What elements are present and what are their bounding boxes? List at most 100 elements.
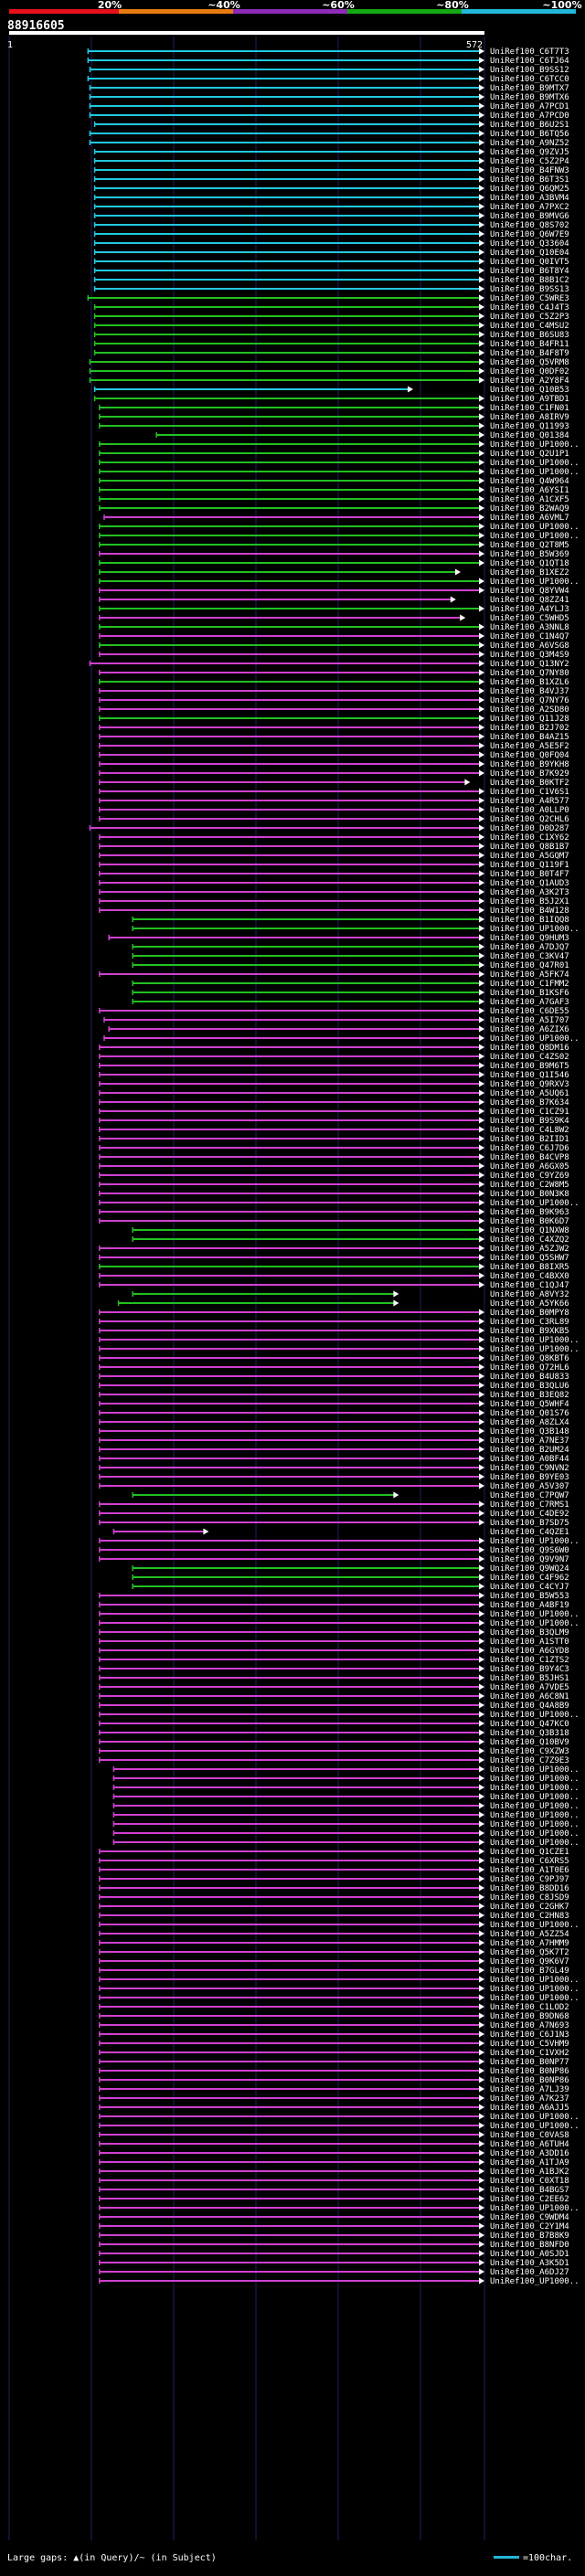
alignment-row[interactable]: UniRef100_A7PCD1 [89,102,569,111]
alignment-label[interactable]: UniRef100_A7PCD0 [490,111,569,121]
alignment-label[interactable]: UniRef100_UP1000.. [490,1829,580,1839]
alignment-row[interactable]: UniRef100_UP1000.. [99,1711,580,1720]
alignment-row[interactable]: UniRef100_UP1000.. [112,1802,580,1811]
alignment-row[interactable]: UniRef100_A3NNL8 [99,623,569,632]
alignment-label[interactable]: UniRef100_UP1000.. [490,1199,580,1208]
alignment-row[interactable]: UniRef100_B4VJ37 [99,687,569,696]
alignment-label[interactable]: UniRef100_B9M6T5 [490,1062,569,1071]
alignment-row[interactable]: UniRef100_UP1000.. [103,1034,580,1044]
alignment-row[interactable]: UniRef100_C9NVN2 [99,1464,569,1473]
alignment-label[interactable]: UniRef100_A0LLP0 [490,806,569,815]
alignment-label[interactable]: UniRef100_C9WDM4 [490,2213,569,2222]
alignment-row[interactable]: UniRef100_Q10B53 [93,386,569,395]
alignment-row[interactable]: UniRef100_UP1000.. [99,523,580,532]
alignment-row[interactable]: UniRef100_Q33604 [93,239,569,249]
alignment-row[interactable]: UniRef100_C6J1N3 [99,2030,569,2040]
alignment-label[interactable]: UniRef100_A5V307 [490,1482,569,1491]
alignment-label[interactable]: UniRef100_C2Y1M4 [490,2222,569,2231]
alignment-label[interactable]: UniRef100_A4BF19 [490,1601,569,1610]
alignment-row[interactable]: UniRef100_B5W369 [99,550,569,559]
alignment-row[interactable]: UniRef100_A0BF44 [99,1455,569,1464]
alignment-label[interactable]: UniRef100_A6GX05 [490,1162,569,1171]
alignment-row[interactable]: UniRef100_A6VSG8 [99,641,569,651]
alignment-row[interactable]: UniRef100_UP1000.. [99,1199,580,1208]
alignment-label[interactable]: UniRef100_C9XZW3 [490,1747,569,1756]
alignment-row[interactable]: UniRef100_Q8KBT6 [99,1354,569,1363]
alignment-row[interactable]: UniRef100_Q6W7E9 [93,230,569,239]
alignment-label[interactable]: UniRef100_UP1000.. [490,1793,580,1802]
alignment-row[interactable]: UniRef100_UP1000.. [99,532,580,541]
alignment-row[interactable]: UniRef100_C1XY62 [99,833,569,843]
alignment-label[interactable]: UniRef100_UP1000.. [490,1802,580,1811]
alignment-label[interactable]: UniRef100_Q72HL6 [490,1363,569,1373]
alignment-row[interactable]: UniRef100_C8JSD9 [99,1893,569,1903]
alignment-row[interactable]: UniRef100_A6DJ27 [99,2268,569,2277]
alignment-label[interactable]: UniRef100_A5I707 [490,1016,569,1025]
alignment-label[interactable]: UniRef100_B8IXR5 [490,1263,569,1272]
alignment-label[interactable]: UniRef100_Q1CZE1 [490,1848,569,1857]
alignment-label[interactable]: UniRef100_B0KTF2 [490,779,569,788]
alignment-label[interactable]: UniRef100_Q9ZVJ5 [490,148,569,157]
alignment-label[interactable]: UniRef100_B3QLU6 [490,1382,569,1391]
alignment-label[interactable]: UniRef100_C6XRS5 [490,1857,569,1866]
alignment-row[interactable]: UniRef100_C4L8W2 [99,1126,569,1135]
alignment-label[interactable]: UniRef100_Q8KBT6 [490,1354,569,1363]
alignment-label[interactable]: UniRef100_Q5K7T2 [490,1948,569,1957]
alignment-row[interactable]: UniRef100_Q9ZVJ5 [93,148,569,157]
alignment-row[interactable]: UniRef100_A1TJA9 [99,2158,569,2168]
alignment-label[interactable]: UniRef100_B5W553 [490,1592,569,1601]
alignment-label[interactable]: UniRef100_B7SD75 [490,1519,569,1528]
alignment-row[interactable]: UniRef100_C4J4T3 [93,303,569,313]
alignment-row[interactable]: UniRef100_A7VDE5 [99,1683,569,1692]
alignment-row[interactable]: UniRef100_Q8S702 [93,221,569,230]
alignment-label[interactable]: UniRef100_A2SD80 [490,705,569,715]
alignment-label[interactable]: UniRef100_C2HN83 [490,1912,569,1921]
alignment-label[interactable]: UniRef100_Q3M4S9 [490,651,569,660]
alignment-label[interactable]: UniRef100_C9NVN2 [490,1464,569,1473]
alignment-label[interactable]: UniRef100_UP1000.. [490,1976,580,1985]
alignment-label[interactable]: UniRef100_C3KV47 [490,952,569,961]
alignment-row[interactable]: UniRef100_Q1QT18 [99,559,569,568]
alignment-row[interactable]: UniRef100_B2UM24 [99,1446,569,1455]
alignment-label[interactable]: UniRef100_A7LJ39 [490,2085,569,2094]
alignment-label[interactable]: UniRef100_B2IID1 [490,1135,569,1144]
alignment-label[interactable]: UniRef100_Q1QT18 [490,559,569,568]
alignment-label[interactable]: UniRef100_B4VJ37 [490,687,569,696]
alignment-row[interactable]: UniRef100_B9M6T5 [99,1062,569,1071]
alignment-label[interactable]: UniRef100_C1VXH2 [490,2049,569,2058]
alignment-row[interactable]: UniRef100_B9MTX7 [89,84,569,93]
alignment-row[interactable]: UniRef100_Q0DF02 [89,367,569,376]
alignment-row[interactable]: UniRef100_UP1000.. [99,2277,580,2286]
alignment-row[interactable]: UniRef100_C5Z2P4 [93,157,569,166]
alignment-label[interactable]: UniRef100_C1FN01 [490,404,569,413]
alignment-label[interactable]: UniRef100_C5WHD5 [490,614,569,623]
alignment-label[interactable]: UniRef100_B1IQQ8 [490,916,569,925]
alignment-label[interactable]: UniRef100_A7N693 [490,2021,569,2030]
alignment-row[interactable]: UniRef100_UP1000.. [99,468,580,477]
alignment-label[interactable]: UniRef100_A8VY32 [490,1290,569,1299]
alignment-row[interactable]: UniRef100_Q8DM16 [99,1044,569,1053]
alignment-row[interactable]: UniRef100_B8NFD0 [99,2241,569,2250]
alignment-label[interactable]: UniRef100_A0SJD1 [490,2250,569,2259]
alignment-row[interactable]: UniRef100_A4BF19 [99,1601,569,1610]
alignment-label[interactable]: UniRef100_A1BJK2 [490,2168,569,2177]
alignment-label[interactable]: UniRef100_C4ZS02 [490,1053,569,1062]
alignment-row[interactable]: UniRef100_A7K237 [99,2094,569,2104]
alignment-row[interactable]: UniRef100_C5VHM9 [99,2040,569,2049]
alignment-row[interactable]: UniRef100_C6TJ64 [87,57,569,66]
alignment-row[interactable]: UniRef100_Q9S6W0 [99,1546,569,1555]
alignment-label[interactable]: UniRef100_B6U2S1 [490,121,569,130]
alignment-row[interactable]: UniRef100_C1ZTS2 [99,1656,569,1665]
alignment-label[interactable]: UniRef100_UP1000.. [490,2204,580,2213]
alignment-row[interactable]: UniRef100_UP1000.. [112,1839,580,1848]
alignment-row[interactable]: UniRef100_B9Y4C3 [99,1665,569,1674]
alignment-label[interactable]: UniRef100_A1TJA9 [490,2158,569,2168]
alignment-row[interactable]: UniRef100_C2Y1M4 [99,2222,569,2231]
alignment-label[interactable]: UniRef100_B2WAQ9 [490,504,569,514]
alignment-label[interactable]: UniRef100_C2W8M5 [490,1181,569,1190]
alignment-label[interactable]: UniRef100_C4MSU2 [490,322,569,331]
alignment-row[interactable]: UniRef100_A1BJK2 [99,2168,569,2177]
alignment-label[interactable]: UniRef100_B9K963 [490,1208,569,1217]
alignment-label[interactable]: UniRef100_C1XY62 [490,833,569,843]
alignment-label[interactable]: UniRef100_B5JHS1 [490,1674,569,1683]
